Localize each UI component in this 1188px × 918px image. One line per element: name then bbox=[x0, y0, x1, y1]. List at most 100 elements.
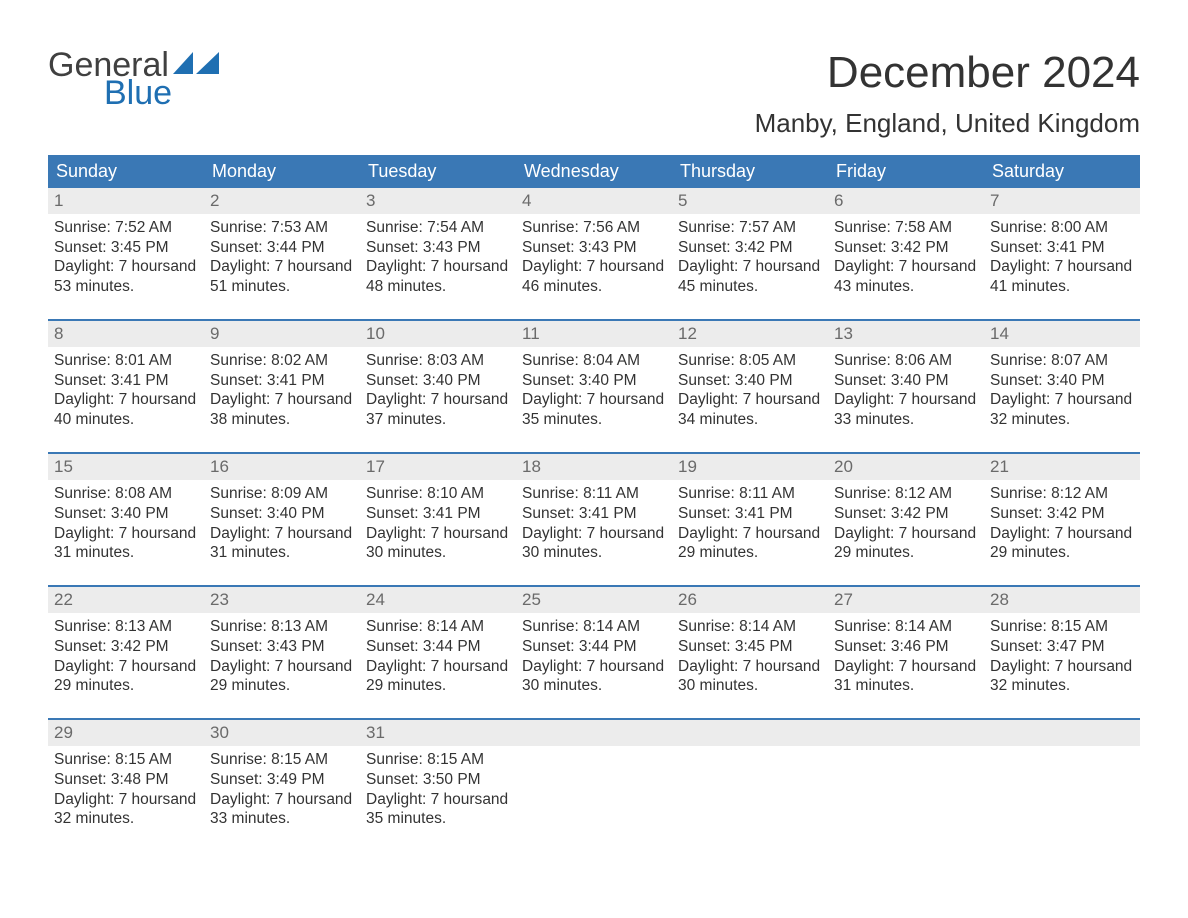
daylight-line1: Daylight: 7 hours bbox=[990, 391, 1106, 408]
daylight-line1: Daylight: 7 hours bbox=[366, 525, 482, 542]
daylight-line1: Daylight: 7 hours bbox=[54, 658, 170, 675]
sunset-text: Sunset: 3:42 PM bbox=[678, 238, 822, 258]
dow-cell: Thursday bbox=[672, 155, 828, 188]
sunset-text: Sunset: 3:41 PM bbox=[54, 371, 198, 391]
daylight-line1: Daylight: 7 hours bbox=[678, 525, 794, 542]
week: 29Sunrise: 8:15 AMSunset: 3:48 PMDayligh… bbox=[48, 718, 1140, 833]
day-body: Sunrise: 7:57 AMSunset: 3:42 PMDaylight:… bbox=[672, 214, 828, 301]
sunset-text: Sunset: 3:44 PM bbox=[366, 637, 510, 657]
day-cell: 23Sunrise: 8:13 AMSunset: 3:43 PMDayligh… bbox=[204, 587, 360, 700]
sunrise-text: Sunrise: 8:02 AM bbox=[210, 351, 354, 371]
daylight-line1: Daylight: 7 hours bbox=[990, 258, 1106, 275]
week: 22Sunrise: 8:13 AMSunset: 3:42 PMDayligh… bbox=[48, 585, 1140, 700]
sunrise-text: Sunrise: 8:15 AM bbox=[210, 750, 354, 770]
day-body: Sunrise: 8:12 AMSunset: 3:42 PMDaylight:… bbox=[828, 480, 984, 567]
day-body: Sunrise: 7:53 AMSunset: 3:44 PMDaylight:… bbox=[204, 214, 360, 301]
dow-cell: Wednesday bbox=[516, 155, 672, 188]
day-cell: 30 Sunrise: 8:15 AMSunset: 3:49 PMDayligh… bbox=[204, 720, 360, 833]
day-cell: 7 Sunrise: 8:00 AMSunset: 3:41 PMDaylight… bbox=[984, 188, 1140, 301]
sunset-text: Sunset: 3:40 PM bbox=[678, 371, 822, 391]
daylight-line1: Daylight: 7 hours bbox=[210, 791, 326, 808]
sunrise-text: Sunrise: 7:54 AM bbox=[366, 218, 510, 238]
day-cell: 1Sunrise: 7:52 AMSunset: 3:45 PMDaylight… bbox=[48, 188, 204, 301]
sunrise-text: Sunrise: 8:11 AM bbox=[522, 484, 666, 504]
day-body: Sunrise: 8:01 AMSunset: 3:41 PMDaylight:… bbox=[48, 347, 204, 434]
daylight-line1: Daylight: 7 hours bbox=[210, 391, 326, 408]
sunrise-text: Sunrise: 8:13 AM bbox=[210, 617, 354, 637]
day-number: 12 bbox=[672, 321, 828, 347]
day-cell: 22Sunrise: 8:13 AMSunset: 3:42 PMDayligh… bbox=[48, 587, 204, 700]
daylight-line1: Daylight: 7 hours bbox=[834, 525, 950, 542]
sunrise-text: Sunrise: 8:00 AM bbox=[990, 218, 1134, 238]
sunset-text: Sunset: 3:41 PM bbox=[678, 504, 822, 524]
day-body: Sunrise: 8:14 AMSunset: 3:46 PMDaylight:… bbox=[828, 613, 984, 700]
title-block: December 2024 Manby, England, United Kin… bbox=[755, 48, 1140, 139]
day-cell: 28Sunrise: 8:15 AMSunset: 3:47 PMDayligh… bbox=[984, 587, 1140, 700]
logo-text-blue: Blue bbox=[104, 76, 219, 110]
day-cell: 25Sunrise: 8:14 AMSunset: 3:44 PMDayligh… bbox=[516, 587, 672, 700]
sunrise-text: Sunrise: 8:12 AM bbox=[834, 484, 978, 504]
daylight-line1: Daylight: 7 hours bbox=[210, 658, 326, 675]
day-number: 18 bbox=[516, 454, 672, 480]
day-cell: 8Sunrise: 8:01 AMSunset: 3:41 PMDaylight… bbox=[48, 321, 204, 434]
day-number: 2 bbox=[204, 188, 360, 214]
day-cell: 17Sunrise: 8:10 AMSunset: 3:41 PMDayligh… bbox=[360, 454, 516, 567]
sunrise-text: Sunrise: 8:07 AM bbox=[990, 351, 1134, 371]
day-cell: 26Sunrise: 8:14 AMSunset: 3:45 PMDayligh… bbox=[672, 587, 828, 700]
sunset-text: Sunset: 3:41 PM bbox=[990, 238, 1134, 258]
sunset-text: Sunset: 3:42 PM bbox=[834, 238, 978, 258]
sunset-text: Sunset: 3:42 PM bbox=[990, 504, 1134, 524]
days-of-week-header: SundayMondayTuesdayWednesdayThursdayFrid… bbox=[48, 155, 1140, 188]
sunrise-text: Sunrise: 7:56 AM bbox=[522, 218, 666, 238]
day-number: 5 bbox=[672, 188, 828, 214]
day-number: 8 bbox=[48, 321, 204, 347]
day-cell: 27Sunrise: 8:14 AMSunset: 3:46 PMDayligh… bbox=[828, 587, 984, 700]
day-body: Sunrise: 8:14 AMSunset: 3:44 PMDaylight:… bbox=[360, 613, 516, 700]
sunrise-text: Sunrise: 8:15 AM bbox=[990, 617, 1134, 637]
sunset-text: Sunset: 3:45 PM bbox=[678, 637, 822, 657]
day-body: Sunrise: 8:03 AMSunset: 3:40 PMDaylight:… bbox=[360, 347, 516, 434]
day-cell: 16Sunrise: 8:09 AMSunset: 3:40 PMDayligh… bbox=[204, 454, 360, 567]
daylight-line1: Daylight: 7 hours bbox=[522, 525, 638, 542]
day-number: 29 bbox=[48, 720, 204, 746]
day-body: Sunrise: 8:11 AMSunset: 3:41 PMDaylight:… bbox=[516, 480, 672, 567]
sunrise-text: Sunrise: 8:03 AM bbox=[366, 351, 510, 371]
day-number-empty bbox=[984, 720, 1140, 746]
sunset-text: Sunset: 3:49 PM bbox=[210, 770, 354, 790]
sunset-text: Sunset: 3:41 PM bbox=[210, 371, 354, 391]
day-body: Sunrise: 7:58 AMSunset: 3:42 PMDaylight:… bbox=[828, 214, 984, 301]
sunrise-text: Sunrise: 7:57 AM bbox=[678, 218, 822, 238]
sunset-text: Sunset: 3:40 PM bbox=[366, 371, 510, 391]
day-body: Sunrise: 8:15 AMSunset: 3:48 PMDaylight:… bbox=[48, 746, 204, 833]
day-body: Sunrise: 8:13 AMSunset: 3:42 PMDaylight:… bbox=[48, 613, 204, 700]
day-cell bbox=[828, 720, 984, 833]
day-cell: 5Sunrise: 7:57 AMSunset: 3:42 PMDaylight… bbox=[672, 188, 828, 301]
day-number: 30 bbox=[204, 720, 360, 746]
day-number-empty bbox=[672, 720, 828, 746]
day-cell bbox=[984, 720, 1140, 833]
daylight-line1: Daylight: 7 hours bbox=[522, 658, 638, 675]
sunset-text: Sunset: 3:40 PM bbox=[54, 504, 198, 524]
day-cell: 18Sunrise: 8:11 AMSunset: 3:41 PMDayligh… bbox=[516, 454, 672, 567]
sunrise-text: Sunrise: 8:09 AM bbox=[210, 484, 354, 504]
week: 1Sunrise: 7:52 AMSunset: 3:45 PMDaylight… bbox=[48, 188, 1140, 301]
sunrise-text: Sunrise: 8:14 AM bbox=[522, 617, 666, 637]
month-title: December 2024 bbox=[755, 48, 1140, 98]
day-cell: 15Sunrise: 8:08 AMSunset: 3:40 PMDayligh… bbox=[48, 454, 204, 567]
day-number: 10 bbox=[360, 321, 516, 347]
sunrise-text: Sunrise: 8:14 AM bbox=[678, 617, 822, 637]
daylight-line1: Daylight: 7 hours bbox=[678, 258, 794, 275]
day-cell: 2Sunrise: 7:53 AMSunset: 3:44 PMDaylight… bbox=[204, 188, 360, 301]
sunset-text: Sunset: 3:43 PM bbox=[210, 637, 354, 657]
day-cell: 21Sunrise: 8:12 AMSunset: 3:42 PMDayligh… bbox=[984, 454, 1140, 567]
day-number: 25 bbox=[516, 587, 672, 613]
day-body: Sunrise: 8:09 AMSunset: 3:40 PMDaylight:… bbox=[204, 480, 360, 567]
sunrise-text: Sunrise: 8:10 AM bbox=[366, 484, 510, 504]
daylight-line1: Daylight: 7 hours bbox=[678, 391, 794, 408]
day-number: 7 bbox=[984, 188, 1140, 214]
daylight-line1: Daylight: 7 hours bbox=[834, 658, 950, 675]
day-cell: 19Sunrise: 8:11 AMSunset: 3:41 PMDayligh… bbox=[672, 454, 828, 567]
day-number: 27 bbox=[828, 587, 984, 613]
week-row: 8Sunrise: 8:01 AMSunset: 3:41 PMDaylight… bbox=[48, 321, 1140, 434]
day-number-empty bbox=[828, 720, 984, 746]
